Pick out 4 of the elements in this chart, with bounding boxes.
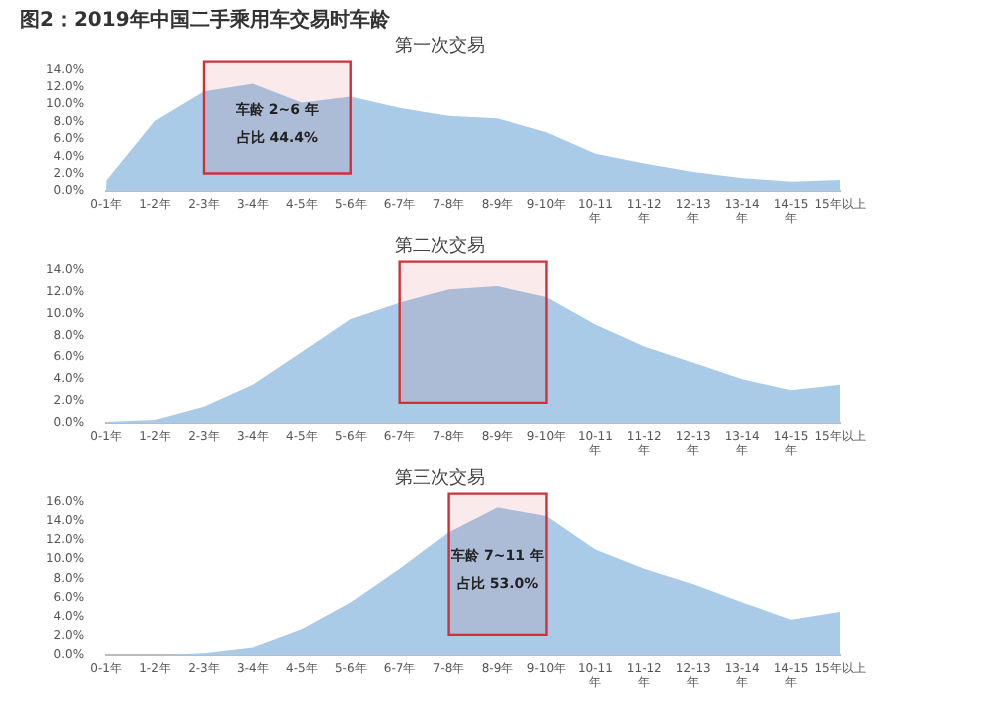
chart-title: 第二次交易: [395, 235, 485, 258]
chart-subtitle: 第一次交易: [395, 35, 485, 58]
chart-title: 第三次交易: [395, 467, 485, 490]
chart-title: 图2：2019年中国二手乘用车交易时车龄: [20, 6, 392, 32]
